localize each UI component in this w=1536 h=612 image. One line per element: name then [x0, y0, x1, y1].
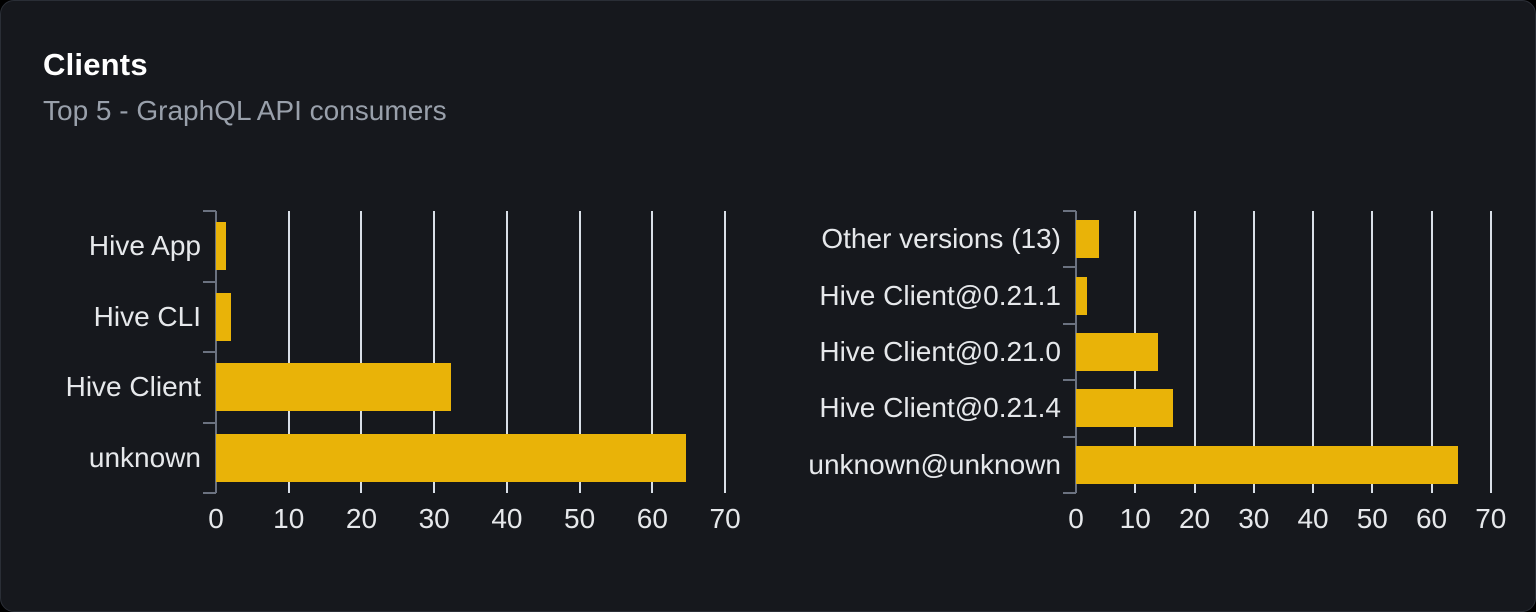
x-tick-label: 60 [1415, 503, 1448, 534]
grid-line [724, 211, 727, 493]
grid-line [1312, 211, 1315, 493]
x-tick-label: 40 [1297, 503, 1329, 534]
category-label: Hive Client@0.21.4 [819, 392, 1061, 424]
grid-line [651, 211, 654, 493]
chart-clients: Hive App Hive CLI Hive Client unknown 0 10 20 3… [66, 210, 741, 534]
grid-line [360, 211, 363, 493]
category-axis-tick [1063, 435, 1076, 438]
category-label: Other versions (13) [821, 223, 1061, 255]
category-label: unknown [88, 441, 201, 473]
bar [1076, 333, 1158, 371]
category-label: Hive Client@0.21.0 [819, 335, 1061, 367]
category-axis-tick [1063, 492, 1076, 494]
grid-line [433, 211, 436, 493]
x-tick-label: 30 [418, 503, 450, 534]
bar [216, 433, 686, 482]
x-tick-label: 20 [345, 503, 378, 534]
category-label: Hive Client [65, 371, 201, 403]
x-tick-label: 30 [1238, 503, 1270, 534]
grid-line [1371, 211, 1374, 493]
category-axis-tick [1063, 210, 1076, 212]
bar [216, 222, 227, 271]
bar [1076, 220, 1099, 259]
chart-client-versions: Other versions (13) Hive Client@0.21.1 Hiv… [808, 210, 1508, 534]
category-axis-tick [203, 351, 216, 353]
x-tick-label: 0 [1068, 503, 1084, 534]
category-axis-tick [1063, 266, 1076, 269]
category-label: unknown@unknown [808, 448, 1061, 480]
x-tick-label: 0 [208, 503, 224, 534]
category-axis-tick [203, 280, 216, 283]
x-tick-label: 60 [636, 503, 668, 534]
category-axis-tick [1063, 322, 1076, 325]
x-tick-label: 50 [1356, 503, 1388, 534]
bar [216, 292, 232, 341]
category-label: Hive CLI [93, 300, 201, 332]
x-tick-label: 10 [273, 503, 305, 534]
category-axis-tick [203, 421, 216, 424]
x-tick-label: 20 [1178, 503, 1211, 534]
category-axis-tick [203, 492, 216, 494]
bar [1076, 389, 1173, 428]
grid-line [1252, 211, 1255, 493]
grid-line [1193, 211, 1196, 493]
page-subtitle: Top 5 - GraphQL API consumers [43, 95, 447, 126]
page-title: Clients [43, 47, 148, 82]
bar [1076, 276, 1087, 315]
bar [216, 363, 451, 412]
x-tick-label: 70 [1475, 503, 1507, 534]
x-tick-label: 10 [1119, 503, 1151, 534]
bar [1076, 445, 1459, 484]
category-axis-tick [1063, 379, 1076, 382]
category-label: Hive Client@0.21.1 [819, 279, 1061, 311]
category-axis-line [215, 211, 217, 493]
category-axis-tick [203, 210, 216, 212]
x-tick-label: 40 [491, 503, 523, 534]
grid-line [287, 211, 290, 493]
x-tick-label: 70 [709, 503, 741, 534]
x-tick-label: 50 [564, 503, 596, 534]
category-label: Hive App [88, 230, 201, 262]
grid-line [1489, 211, 1492, 493]
grid-line [1430, 211, 1433, 493]
grid-line [505, 211, 508, 493]
grid-line [578, 211, 581, 493]
